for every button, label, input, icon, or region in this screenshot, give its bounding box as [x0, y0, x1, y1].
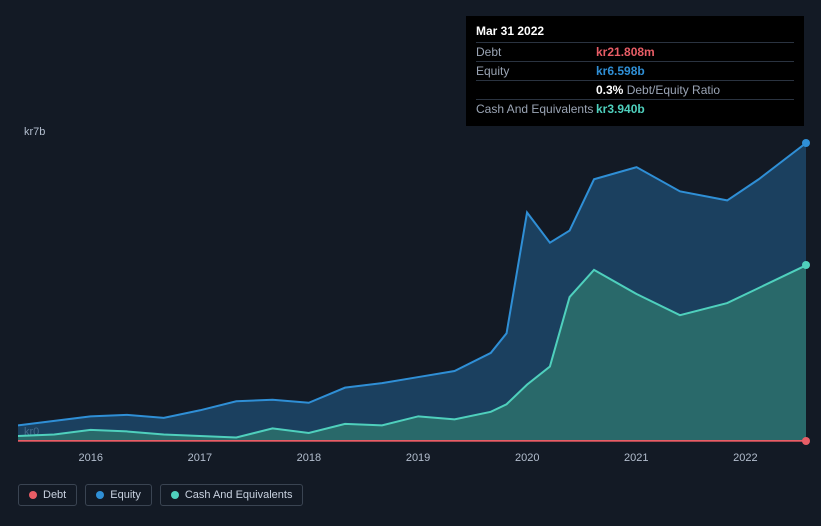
chart-tooltip: Mar 31 2022 Debtkr21.808mEquitykr6.598b0…	[466, 16, 804, 126]
legend-item[interactable]: Cash And Equivalents	[160, 484, 304, 506]
y-axis-label-top: kr7b	[24, 126, 45, 138]
tooltip-date: Mar 31 2022	[476, 24, 794, 38]
chart-legend: Debt Equity Cash And Equivalents	[18, 484, 303, 506]
tooltip-row-label: Debt	[476, 45, 596, 59]
tooltip-row: Equitykr6.598b	[476, 61, 794, 80]
tooltip-row-value: kr21.808m	[596, 45, 655, 59]
chart-plot	[18, 140, 806, 442]
tooltip-row-label	[476, 83, 596, 97]
legend-label: Cash And Equivalents	[185, 489, 293, 501]
x-tick-label: 2022	[733, 452, 757, 464]
legend-label: Equity	[110, 489, 141, 501]
tooltip-row: Debtkr21.808m	[476, 42, 794, 61]
legend-item[interactable]: Debt	[18, 484, 77, 506]
tooltip-row-label: Equity	[476, 64, 596, 78]
series-end-marker	[802, 139, 810, 147]
x-tick-label: 2019	[406, 452, 430, 464]
tooltip-row-value: kr6.598b	[596, 64, 645, 78]
legend-swatch	[171, 491, 179, 499]
x-tick-label: 2016	[78, 452, 102, 464]
x-tick-label: 2017	[188, 452, 212, 464]
legend-item[interactable]: Equity	[85, 484, 152, 506]
chart-container: kr7b kr0 2016201720182019202020212022 Ma…	[0, 0, 821, 526]
tooltip-row-label: Cash And Equivalents	[476, 102, 596, 116]
tooltip-row: 0.3% Debt/Equity Ratio	[476, 80, 794, 99]
x-tick-label: 2021	[624, 452, 648, 464]
x-tick-label: 2020	[515, 452, 539, 464]
legend-swatch	[29, 491, 37, 499]
legend-swatch	[96, 491, 104, 499]
legend-label: Debt	[43, 489, 66, 501]
tooltip-row-value: 0.3% Debt/Equity Ratio	[596, 83, 720, 97]
series-end-marker	[802, 261, 810, 269]
tooltip-row-value: kr3.940b	[596, 102, 645, 116]
tooltip-row: Cash And Equivalentskr3.940b	[476, 99, 794, 118]
x-tick-label: 2018	[297, 452, 321, 464]
series-end-marker	[802, 437, 810, 445]
